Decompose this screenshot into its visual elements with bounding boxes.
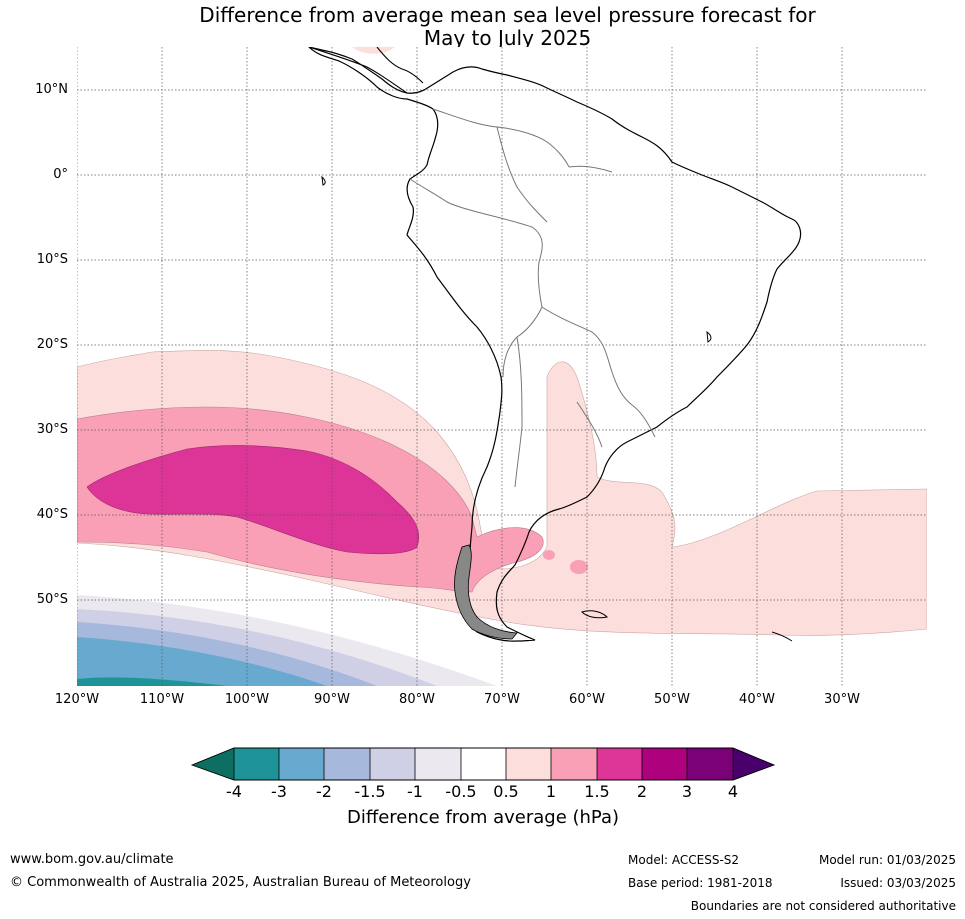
footer-copyright: © Commonwealth of Australia 2025, Austra… [10,875,471,890]
lon-label-70w: 70°W [484,692,520,707]
map-svg [77,47,927,686]
footer-website-link[interactable]: www.bom.gov.au/climate [10,852,174,867]
lon-label-30w: 30°W [824,692,860,707]
graticule [77,47,927,686]
band-plus-1-blob-b [570,560,588,574]
colorbar-tick-minus-1: -1 [407,782,423,801]
colorbar-swatch-12 [733,748,774,780]
colorbar-tick-2: 2 [636,782,648,801]
band-minus-2 [77,637,327,686]
colorbar-tick-minus-2: -2 [316,782,332,801]
central-america-coastline [308,47,424,94]
colorbar-swatch-9 [597,748,642,780]
colorbar-swatch-0 [192,748,234,780]
map-title: Difference from average mean sea level p… [0,4,965,50]
islands [321,175,793,642]
colorbar-dividers [233,748,734,780]
band-plus-0.5-north [352,47,395,54]
colorbar-tick-minus-1-5: -1.5 [354,782,386,801]
footer-disclaimer: Boundaries are not considered authoritat… [690,899,956,913]
lon-label-50w: 50°W [654,692,690,707]
colorbar-swatch-3 [324,748,370,780]
colorbar-swatch-10 [642,748,687,780]
colorbar-outline [190,747,776,781]
colorbar-swatch-11 [687,748,733,780]
colorbar-swatch-1 [234,748,279,780]
falkland-islands [581,610,609,619]
colorbar [190,747,776,781]
country-boundaries [409,108,656,488]
colorbar-tick-minus-0-5: -0.5 [445,782,477,801]
lat-label-0: 0° [53,167,68,182]
title-line-2: May to July 2025 [423,26,592,50]
colorbar-swatch-4 [370,748,415,780]
lat-label-30s: 30°S [36,422,68,437]
lon-label-120w: 120°W [54,692,100,707]
colorbar-tick-0-5: 0.5 [493,782,519,801]
lon-label-60w: 60°W [569,692,605,707]
footer-model: Model: ACCESS-S2 [628,853,740,867]
south-america-coastline [308,47,802,642]
lon-label-90w: 90°W [314,692,350,707]
colorbar-tick-minus-3: -3 [271,782,287,801]
lon-label-100w: 100°W [224,692,270,707]
archipelago-shape [454,544,518,640]
footer-model-run: Model run: 01/03/2025 [818,853,956,867]
colorbar-swatch-2 [279,748,324,780]
colorbar-swatch-8 [551,748,597,780]
pressure-anomaly-map [77,47,927,686]
negative-anomaly-bands [77,595,497,686]
positive-anomaly-bands [77,47,927,636]
band-plus-1-blob-a [543,550,555,560]
chilean-archipelago [454,544,518,640]
colorbar-tick-4: 4 [727,782,739,801]
band-plus-1.5 [86,445,420,555]
colorbar-swatch-7 [506,748,551,780]
south-georgia [771,631,793,642]
colorbar-swatch-5 [415,748,461,780]
lon-label-80w: 80°W [399,692,435,707]
colorbar-tick-minus-4: -4 [226,782,242,801]
lon-label-40w: 40°W [739,692,775,707]
band-minus-3 [77,677,227,686]
title-line-1: Difference from average mean sea level p… [199,3,816,27]
lat-label-10n: 10°N [35,82,68,97]
galapagos-islands [321,175,326,186]
colorbar-tick-1: 1 [545,782,557,801]
lat-label-40s: 40°S [36,507,68,522]
colorbar-title: Difference from average (hPa) [346,807,620,828]
lat-label-20s: 20°S [36,337,68,352]
footer-issued: Issued: 03/03/2025 [840,876,956,890]
footer-base-period: Base period: 1981-2018 [628,876,773,890]
colorbar-swatch-6 [461,748,506,780]
brazil-coast-island [706,330,712,343]
colorbar-tick-3: 3 [681,782,693,801]
lat-label-10s: 10°S [36,252,68,267]
colorbar-tick-1-5: 1.5 [584,782,610,801]
lat-label-50s: 50°S [36,592,68,607]
lon-label-110w: 110°W [139,692,185,707]
